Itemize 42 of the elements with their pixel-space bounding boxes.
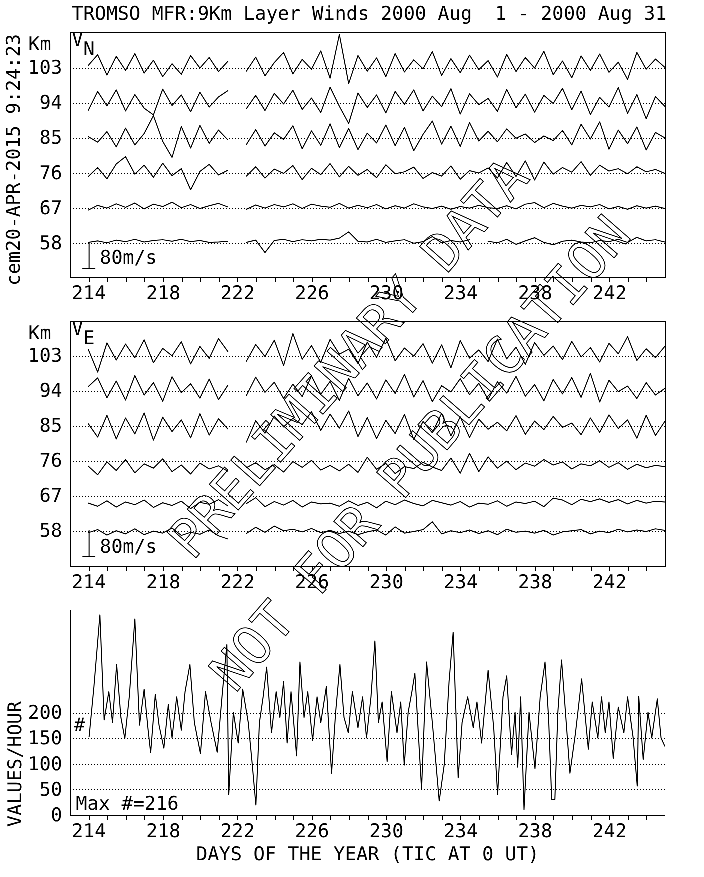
y-axis-title: Km (28, 34, 52, 56)
x-tick-label: 214 (72, 820, 106, 842)
x-axis-title: DAYS OF THE YEAR (TIC AT 0 UT) (196, 844, 540, 866)
y-tick-label: 200 (28, 702, 62, 724)
y-tick-label: 103 (28, 345, 62, 368)
annotation: Max #=216 (76, 793, 179, 815)
y-tick-label: 76 (40, 162, 62, 184)
x-tick-label: 230 (369, 820, 404, 842)
x-tick-label: 238 (518, 572, 553, 594)
y-axis-title: Km (28, 322, 52, 344)
annotation: 80m/s (100, 536, 158, 558)
y-axis-title: VALUES/HOUR (4, 700, 26, 828)
y-tick-label: 85 (40, 415, 62, 438)
chart-title: TROMSO MFR:9Km Layer Winds 2000 Aug 1 - 2000 Aug 31 (72, 3, 667, 25)
y-tick-label: 67 (40, 485, 62, 508)
y-tick-label: 150 (28, 728, 62, 750)
x-tick-label: 222 (220, 820, 256, 842)
y-tick-label: 0 (51, 804, 62, 826)
x-tick-label: 226 (295, 820, 330, 842)
y-tick-label: 67 (40, 197, 62, 220)
x-tick-label: 214 (72, 282, 106, 304)
y-tick-label: 94 (40, 92, 62, 114)
x-tick-label: 218 (146, 572, 181, 594)
x-tick-label: 218 (146, 820, 181, 842)
x-tick-label: 242 (592, 820, 627, 842)
y-tick-label: 94 (40, 380, 62, 402)
x-tick-label: 214 (72, 572, 106, 594)
y-tick-label: 100 (28, 753, 62, 776)
x-tick-label: 234 (444, 572, 478, 594)
x-tick-label: 222 (220, 572, 256, 594)
annotation: # (74, 714, 86, 736)
x-tick-label: 234 (444, 820, 478, 842)
text: cem20-APR-2015 9:24:23 (3, 34, 25, 286)
x-tick-label: 238 (518, 820, 553, 842)
y-tick-label: 58 (40, 520, 62, 542)
y-tick-label: 85 (40, 127, 62, 150)
annotation: 80m/s (100, 247, 158, 269)
y-tick-label: 76 (40, 450, 62, 472)
y-tick-label: 58 (40, 232, 62, 255)
y-tick-label: 50 (40, 778, 62, 801)
y-tick-label: 103 (28, 57, 62, 79)
x-tick-label: 242 (592, 572, 627, 594)
